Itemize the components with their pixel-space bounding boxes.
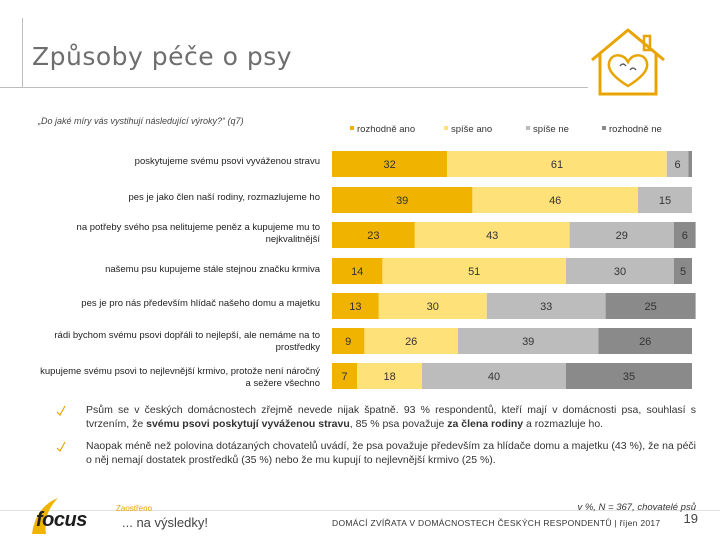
bullet-point: Psům se v českých domácnostech zřejmě ne… [56, 404, 696, 431]
tagline-small: Zaostřeno [116, 504, 152, 513]
data-label: 35 [623, 371, 635, 383]
data-label: 6 [682, 230, 688, 242]
sample-note: v %, N = 367, chovatelé psů [577, 502, 696, 513]
data-label: 23 [367, 230, 379, 242]
bullet-part: , 85 % psa považuje [350, 418, 447, 430]
data-label: 6 [675, 159, 681, 171]
data-label: 26 [405, 336, 417, 348]
data-label: 15 [659, 195, 671, 207]
data-label: 39 [396, 195, 408, 207]
check-mark-icon [56, 441, 66, 453]
bar-segment [688, 151, 692, 177]
data-label: 61 [551, 159, 563, 171]
check-mark-icon [56, 405, 66, 417]
tagline: ... na výsledky! [122, 515, 208, 530]
data-label: 40 [488, 371, 500, 383]
data-label: 5 [680, 266, 686, 278]
bullet-part-bold: svému psovi poskytují vyváženou stravu [146, 418, 350, 430]
data-label: 32 [383, 159, 395, 171]
data-label: 25 [644, 301, 656, 313]
data-label: 18 [383, 371, 395, 383]
page-number: 19 [684, 511, 698, 526]
data-label: 29 [616, 230, 628, 242]
data-label: 46 [549, 195, 561, 207]
bullet-point: Naopak méně než polovina dotázaných chov… [56, 440, 696, 467]
data-label: 26 [639, 336, 651, 348]
commentary: Psům se v českých domácnostech zřejmě ne… [56, 404, 696, 476]
stacked-bar-chart: 32 61 6 39 46 15 23 43 29 6 14 51 30 5 13 30 33 25 9 26 39 26… [0, 0, 720, 400]
bullet-part: Naopak méně než polovina dotázaných chov… [86, 440, 696, 466]
data-label: 39 [522, 336, 534, 348]
brand-name: focus [36, 509, 87, 532]
data-label: 9 [345, 336, 351, 348]
data-label: 14 [351, 266, 363, 278]
data-label: 7 [342, 371, 348, 383]
data-label: 43 [486, 230, 498, 242]
data-label: 51 [468, 266, 480, 278]
data-label: 30 [427, 301, 439, 313]
data-label: 33 [540, 301, 552, 313]
data-label: 30 [614, 266, 626, 278]
bullet-part: a rozmazluje ho. [523, 418, 603, 430]
bullet-part-bold: za člena rodiny [447, 418, 523, 430]
footer-text: DOMÁCÍ ZVÍŘATA V DOMÁCNOSTECH ČESKÝCH RE… [332, 518, 660, 528]
data-label: 13 [349, 301, 361, 313]
